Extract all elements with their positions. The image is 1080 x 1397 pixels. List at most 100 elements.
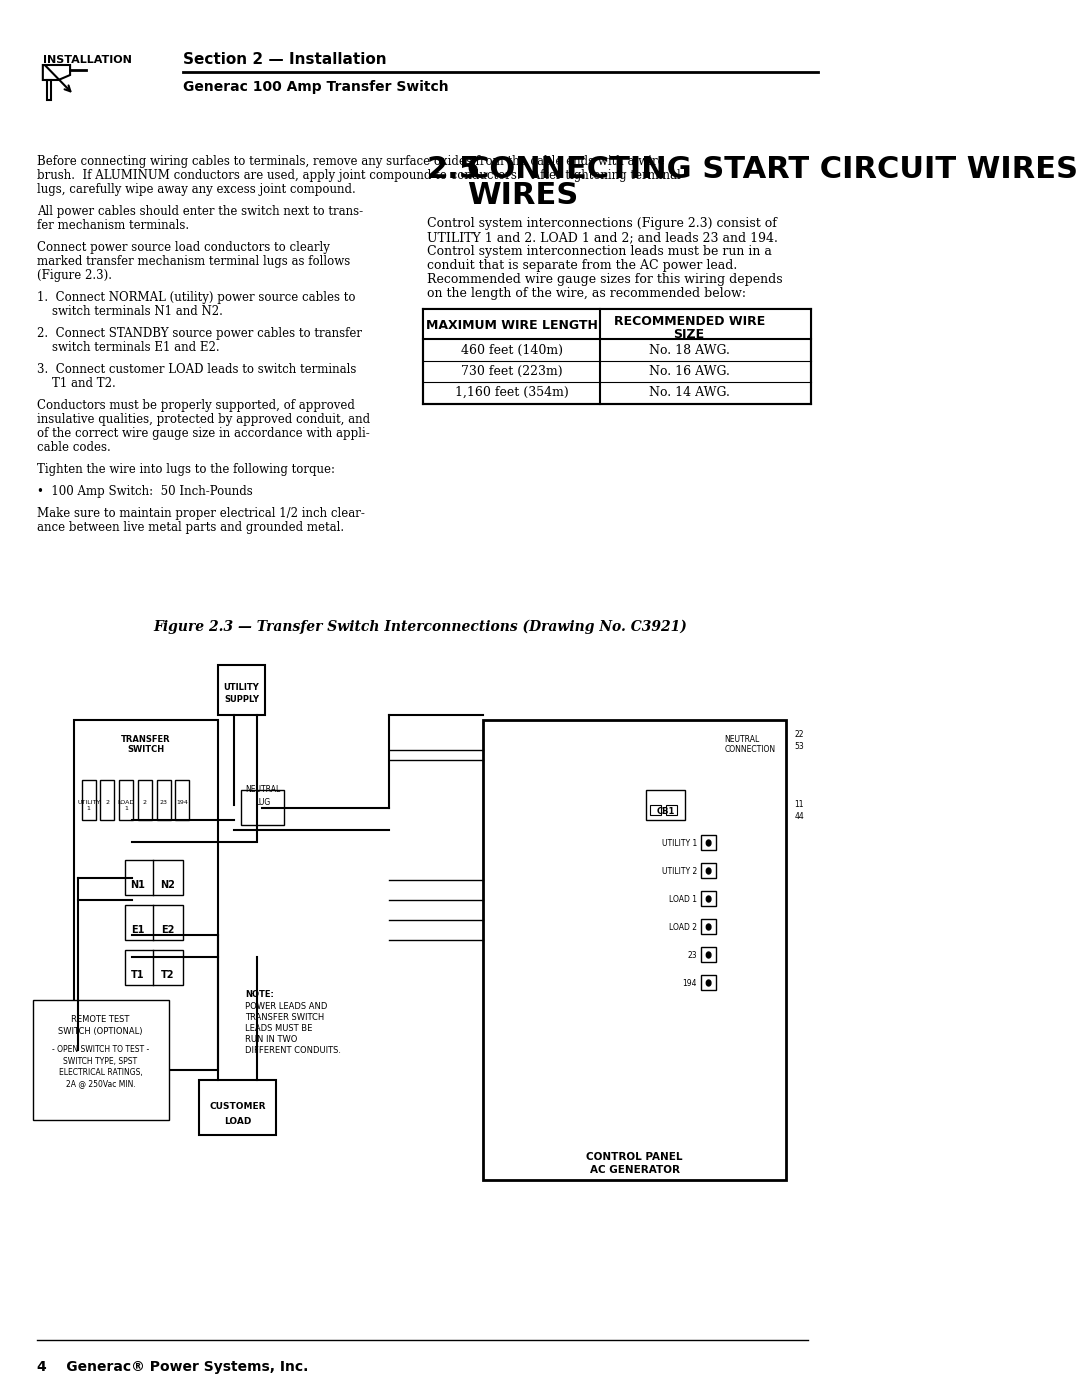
Text: CUSTOMER: CUSTOMER bbox=[210, 1102, 266, 1111]
Bar bbox=[157, 780, 171, 820]
Text: 53: 53 bbox=[794, 742, 804, 752]
Text: Recommended wire gauge sizes for this wiring depends: Recommended wire gauge sizes for this wi… bbox=[427, 272, 782, 286]
Text: No. 18 AWG.: No. 18 AWG. bbox=[649, 344, 730, 358]
Text: SUPPLY: SUPPLY bbox=[224, 694, 259, 704]
Text: •  100 Amp Switch:  50 Inch-Pounds: • 100 Amp Switch: 50 Inch-Pounds bbox=[37, 485, 253, 497]
Bar bbox=[82, 780, 96, 820]
Circle shape bbox=[706, 868, 711, 875]
Text: MAXIMUM WIRE LENGTH: MAXIMUM WIRE LENGTH bbox=[426, 319, 597, 332]
Text: LUG: LUG bbox=[255, 798, 270, 807]
Bar bbox=[119, 780, 133, 820]
Text: Conductors must be properly supported, of approved: Conductors must be properly supported, o… bbox=[37, 400, 354, 412]
Text: conduit that is separate from the AC power lead.: conduit that is separate from the AC pow… bbox=[427, 258, 737, 272]
Text: 2: 2 bbox=[143, 800, 147, 805]
Bar bbox=[175, 780, 189, 820]
Text: SWITCH TYPE, SPST: SWITCH TYPE, SPST bbox=[64, 1058, 137, 1066]
Text: LEADS MUST BE: LEADS MUST BE bbox=[245, 1024, 313, 1032]
Text: POWER LEADS AND: POWER LEADS AND bbox=[245, 1002, 327, 1011]
Text: 1,160 feet (354m): 1,160 feet (354m) bbox=[455, 386, 568, 400]
Bar bbox=[124, 950, 183, 985]
Text: Figure 2.3 — Transfer Switch Interconnections (Drawing No. C3921): Figure 2.3 — Transfer Switch Interconnec… bbox=[153, 620, 688, 634]
Bar bbox=[423, 309, 811, 339]
Text: No. 16 AWG.: No. 16 AWG. bbox=[649, 365, 730, 379]
Text: Make sure to maintain proper electrical 1/2 inch clear-: Make sure to maintain proper electrical … bbox=[37, 507, 364, 520]
Text: NEUTRAL: NEUTRAL bbox=[245, 785, 280, 793]
Text: UTILITY 1: UTILITY 1 bbox=[662, 840, 697, 848]
Text: 194: 194 bbox=[683, 979, 697, 989]
Bar bbox=[73, 719, 218, 1070]
Text: Control system interconnection leads must be run in a: Control system interconnection leads mus… bbox=[427, 244, 771, 258]
Text: UTILITY 2: UTILITY 2 bbox=[662, 868, 697, 876]
Bar bbox=[701, 975, 716, 990]
Text: CONTROL PANEL: CONTROL PANEL bbox=[586, 1153, 683, 1162]
Circle shape bbox=[706, 840, 711, 847]
Text: 44: 44 bbox=[794, 812, 804, 821]
Text: T2: T2 bbox=[161, 970, 174, 981]
Text: 2.  Connect STANDBY source power cables to transfer: 2. Connect STANDBY source power cables t… bbox=[37, 327, 362, 339]
Text: TRANSFER: TRANSFER bbox=[121, 735, 171, 745]
Bar bbox=[701, 891, 716, 907]
Text: cable codes.: cable codes. bbox=[37, 441, 110, 454]
Text: ELECTRICAL RATINGS,: ELECTRICAL RATINGS, bbox=[58, 1067, 143, 1077]
Circle shape bbox=[706, 981, 711, 986]
Bar bbox=[701, 863, 716, 877]
Text: brush.  If ALUMINUM conductors are used, apply joint compound to conductors.   A: brush. If ALUMINUM conductors are used, … bbox=[37, 169, 680, 182]
Text: Section 2 — Installation: Section 2 — Installation bbox=[183, 52, 387, 67]
Text: NOTE:: NOTE: bbox=[245, 990, 274, 999]
Text: 23: 23 bbox=[687, 951, 697, 961]
Bar bbox=[124, 905, 183, 940]
Text: REMOTE TEST: REMOTE TEST bbox=[71, 1016, 130, 1024]
Bar bbox=[483, 719, 786, 1180]
Bar bbox=[124, 861, 183, 895]
Text: marked transfer mechanism terminal lugs as follows: marked transfer mechanism terminal lugs … bbox=[37, 256, 350, 268]
Text: 460 feet (140m): 460 feet (140m) bbox=[460, 344, 563, 358]
Text: LOAD: LOAD bbox=[224, 1118, 252, 1126]
Text: 2A @ 250Vac MIN.: 2A @ 250Vac MIN. bbox=[66, 1078, 135, 1088]
Text: WIRES: WIRES bbox=[468, 182, 579, 210]
Text: NEUTRAL: NEUTRAL bbox=[725, 735, 759, 745]
Text: SIZE: SIZE bbox=[674, 328, 705, 341]
Bar bbox=[199, 1080, 276, 1134]
Text: insulative qualities, protected by approved conduit, and: insulative qualities, protected by appro… bbox=[37, 414, 369, 426]
Text: 1.  Connect NORMAL (utility) power source cables to: 1. Connect NORMAL (utility) power source… bbox=[37, 291, 355, 305]
Text: CB1: CB1 bbox=[657, 807, 675, 816]
Text: 2.5: 2.5 bbox=[427, 155, 481, 184]
Text: of the correct wire gauge size in accordance with appli-: of the correct wire gauge size in accord… bbox=[37, 427, 369, 440]
Text: Before connecting wiring cables to terminals, remove any surface oxides from the: Before connecting wiring cables to termi… bbox=[37, 155, 664, 168]
Text: 3.  Connect customer LOAD leads to switch terminals: 3. Connect customer LOAD leads to switch… bbox=[37, 363, 356, 376]
Text: SWITCH: SWITCH bbox=[127, 745, 164, 754]
Text: RECOMMENDED WIRE: RECOMMENDED WIRE bbox=[613, 314, 765, 328]
Circle shape bbox=[706, 895, 711, 902]
Text: No. 14 AWG.: No. 14 AWG. bbox=[649, 386, 730, 400]
Text: LOAD
1: LOAD 1 bbox=[118, 800, 135, 810]
Text: switch terminals E1 and E2.: switch terminals E1 and E2. bbox=[37, 341, 219, 353]
Text: (Figure 2.3).: (Figure 2.3). bbox=[37, 270, 111, 282]
Bar bbox=[646, 789, 685, 820]
Text: CONNECTION: CONNECTION bbox=[725, 745, 775, 754]
Text: 11: 11 bbox=[794, 800, 804, 809]
Text: fer mechanism terminals.: fer mechanism terminals. bbox=[37, 219, 189, 232]
Bar bbox=[665, 805, 677, 814]
Text: RUN IN TWO: RUN IN TWO bbox=[245, 1035, 298, 1044]
Text: LOAD 2: LOAD 2 bbox=[669, 923, 697, 933]
Bar bbox=[32, 1000, 168, 1120]
Text: 22: 22 bbox=[794, 731, 804, 739]
Text: - OPEN SWITCH TO TEST -: - OPEN SWITCH TO TEST - bbox=[52, 1045, 149, 1053]
Text: LOAD 1: LOAD 1 bbox=[669, 895, 697, 904]
Circle shape bbox=[706, 923, 711, 930]
Text: AC GENERATOR: AC GENERATOR bbox=[590, 1165, 679, 1175]
Bar bbox=[218, 665, 265, 715]
Text: E1: E1 bbox=[131, 925, 145, 935]
Text: All power cables should enter the switch next to trans-: All power cables should enter the switch… bbox=[37, 205, 363, 218]
Text: Connect power source load conductors to clearly: Connect power source load conductors to … bbox=[37, 242, 329, 254]
Text: N1: N1 bbox=[131, 880, 146, 890]
Bar bbox=[650, 805, 661, 814]
Text: ance between live metal parts and grounded metal.: ance between live metal parts and ground… bbox=[37, 521, 343, 534]
Text: UTILITY: UTILITY bbox=[224, 683, 259, 692]
Text: Tighten the wire into lugs to the following torque:: Tighten the wire into lugs to the follow… bbox=[37, 462, 335, 476]
Text: T1: T1 bbox=[131, 970, 145, 981]
Text: INSTALLATION: INSTALLATION bbox=[43, 54, 132, 66]
Text: UTILITY 1 and 2. LOAD 1 and 2; and leads 23 and 194.: UTILITY 1 and 2. LOAD 1 and 2; and leads… bbox=[427, 231, 778, 244]
Text: 730 feet (223m): 730 feet (223m) bbox=[461, 365, 563, 379]
Text: N2: N2 bbox=[160, 880, 175, 890]
